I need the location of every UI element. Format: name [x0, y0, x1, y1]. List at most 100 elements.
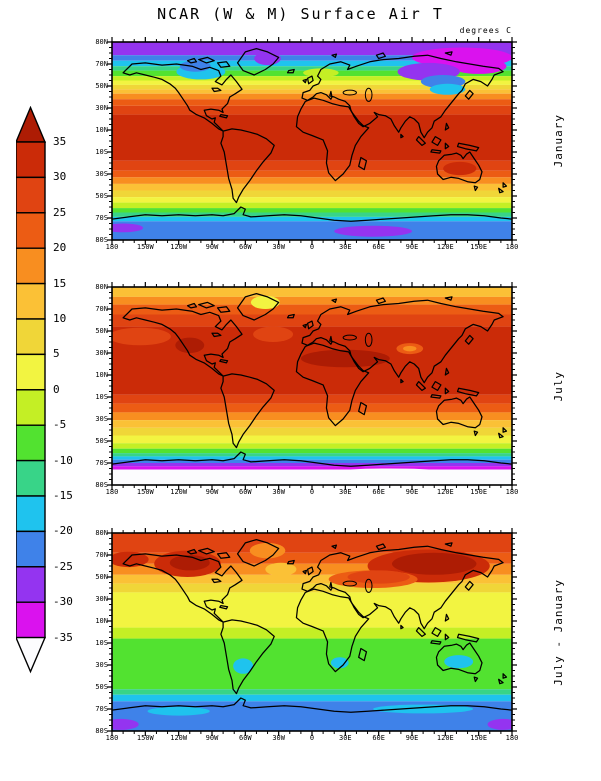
coastline: [302, 300, 503, 383]
lat-tick-label: 10N: [95, 617, 108, 625]
colorbar-tick-label: -20: [53, 524, 73, 538]
coastline: [503, 674, 506, 678]
lon-tick-label: 30W: [272, 243, 285, 251]
lat-tick-label: 70S: [95, 214, 108, 222]
lon-tick-label: 120E: [436, 734, 454, 742]
coastline: [416, 382, 425, 391]
temp-feature-antarctica-violet-west: [112, 223, 144, 233]
coastline: [465, 90, 473, 99]
colorbar-tick-label: -5: [53, 418, 67, 432]
temp-feature-tibet-cool-core: [403, 345, 417, 352]
lat-tick-label: 70S: [95, 459, 108, 467]
lat-tick-label: 30N: [95, 349, 108, 357]
temp-band: [112, 592, 512, 628]
temp-band: [112, 403, 512, 413]
lon-tick-label: 90E: [405, 734, 419, 742]
lon-tick-label: 60E: [372, 488, 385, 496]
lon-tick-label: 90E: [405, 243, 419, 251]
coastline: [376, 298, 385, 304]
lat-tick-label: 50N: [95, 82, 108, 90]
temp-feature-antarctic-coast-cool: [373, 704, 474, 714]
temp-band: [112, 552, 512, 564]
inland-sea-outline: [343, 90, 356, 95]
inland-sea-outline: [343, 581, 356, 586]
lat-tick-label: 10N: [95, 371, 108, 379]
coastline: [308, 321, 314, 329]
colorbar-segment-t20_25: [16, 212, 46, 249]
lat-tick-label: 50S: [95, 437, 108, 445]
temp-band: [112, 212, 512, 217]
lat-tick-label: 70N: [95, 60, 108, 68]
major-ticks: [107, 37, 517, 245]
lat-tick-label: 10S: [95, 393, 108, 401]
temp-feature-antarctica-white-dome: [306, 468, 474, 484]
coastline: [303, 79, 306, 82]
coastline: [218, 553, 230, 559]
colorbar-segment-t5_10: [16, 318, 46, 356]
colorbar-segment-t10_15: [16, 282, 46, 320]
lon-tick-label: 120W: [170, 488, 188, 496]
coastline: [296, 343, 368, 426]
coastline: [332, 545, 336, 548]
coastline: [188, 304, 197, 308]
coastline: [199, 302, 215, 308]
temp-band: [112, 197, 512, 203]
lon-tick-label: 120W: [170, 734, 188, 742]
colorbar-segment-tm35_m30: [16, 601, 46, 639]
temp-feature-sw-north-america-hot: [175, 337, 205, 353]
january-map: [107, 37, 517, 245]
colorbar-segment-tm10_m5: [16, 424, 46, 462]
panel-label-text: January: [551, 114, 565, 168]
temp-band: [112, 221, 512, 240]
coastline: [332, 299, 336, 302]
lon-tick-label: 30W: [272, 488, 285, 496]
minor-ticks: [109, 39, 515, 243]
coastline: [445, 543, 452, 546]
temp-band: [112, 453, 512, 457]
coastline: [220, 360, 228, 363]
coastline: [474, 431, 477, 435]
coastline: [401, 625, 403, 628]
coastline: [188, 59, 197, 63]
temp-feature-greenland-mild: [249, 542, 286, 559]
coastline: [401, 134, 403, 137]
colorbar-segment-t30_35: [16, 141, 46, 179]
lat-tick-label: 30S: [95, 415, 108, 423]
coastline: [499, 433, 503, 437]
temp-band: [112, 296, 512, 305]
temp-band: [112, 627, 512, 639]
coastline: [432, 382, 441, 391]
coastline: [432, 628, 441, 637]
temp-band: [112, 456, 512, 460]
coastline: [458, 634, 479, 642]
temp-band: [112, 183, 512, 191]
coastline: [303, 324, 306, 327]
temp-feature-norway-warm-tongue: [303, 68, 339, 78]
colorbar-tick-label: 15: [53, 276, 67, 290]
lat-tick-label: 80N: [95, 283, 108, 291]
coastline: [436, 152, 482, 183]
lat-tick-label: 30S: [95, 170, 108, 178]
lon-tick-label: 150E: [470, 488, 488, 496]
colorbar-tick-label: 0: [53, 382, 60, 396]
coastline: [431, 641, 441, 644]
coastline: [288, 70, 295, 73]
lat-tick-label: 80S: [95, 481, 108, 489]
coastline: [220, 606, 228, 609]
lon-tick-label: 150W: [136, 734, 154, 742]
coastline: [416, 137, 425, 146]
temp-band: [112, 448, 512, 454]
colorbar-tick-label: 35: [53, 135, 67, 148]
temp-feature-siberia-cold-pool-2: [450, 58, 507, 74]
lon-tick-label: 150W: [136, 243, 154, 251]
lon-tick-label: 60E: [372, 243, 385, 251]
temp-feature-antarctic-coast-cool-west: [147, 706, 210, 716]
inland-sea-outline: [343, 335, 356, 340]
coastline: [123, 554, 242, 622]
lon-tick-label: 180: [105, 734, 119, 742]
coastline: [445, 52, 452, 55]
colorbar-tick-label: 10: [53, 312, 67, 325]
lon-tick-label: 60W: [239, 734, 252, 742]
coastline: [112, 452, 512, 466]
colorbar-segment-t25_30: [16, 176, 46, 214]
